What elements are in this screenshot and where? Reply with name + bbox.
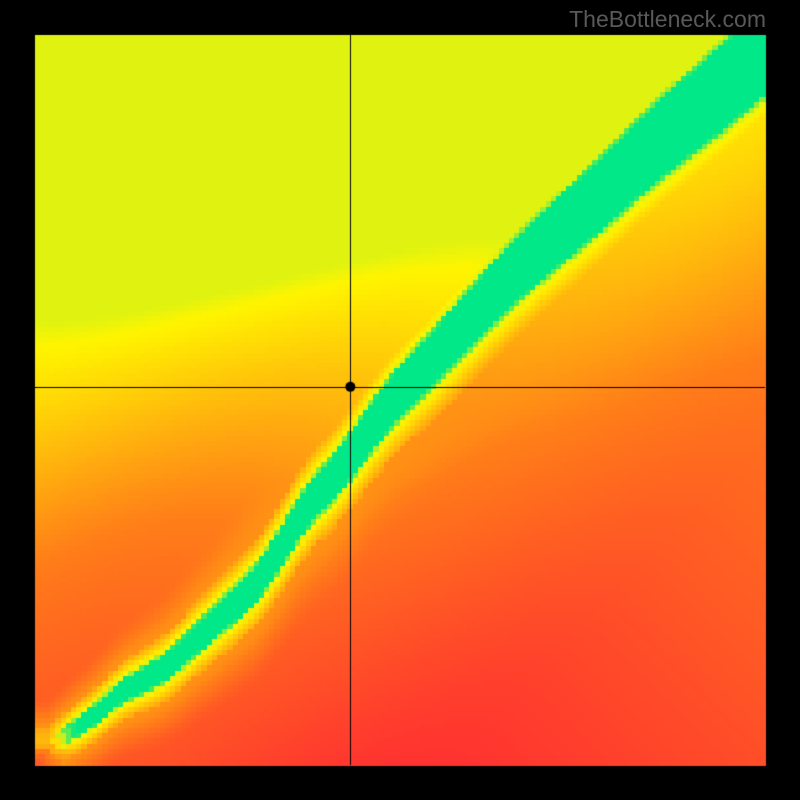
bottleneck-heatmap — [0, 0, 800, 800]
chart-container: TheBottleneck.com — [0, 0, 800, 800]
watermark-text: TheBottleneck.com — [569, 6, 766, 33]
